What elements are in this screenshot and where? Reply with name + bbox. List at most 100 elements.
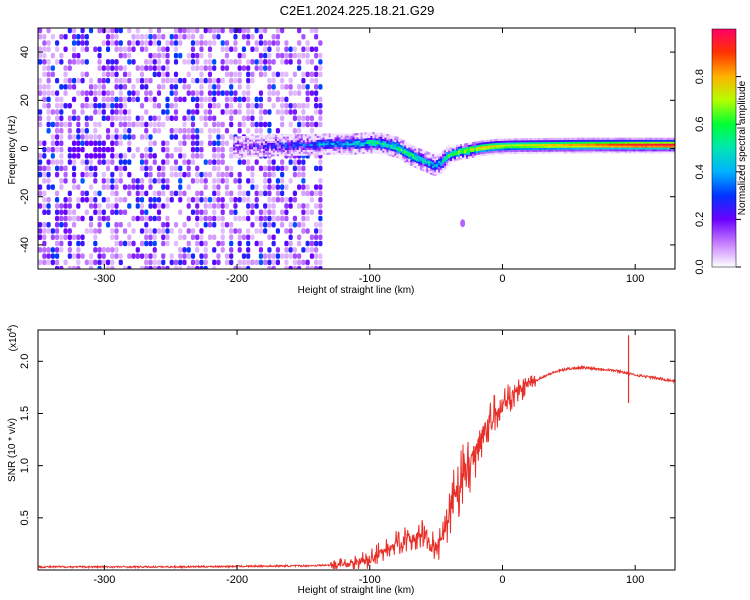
heatmap-cell bbox=[479, 146, 483, 149]
heatmap-cell bbox=[88, 140, 94, 147]
heatmap-cell bbox=[38, 52, 43, 59]
heatmap-cell bbox=[404, 160, 407, 163]
heatmap-cell bbox=[667, 137, 670, 140]
heatmap-cell bbox=[436, 167, 439, 170]
heatmap-cell bbox=[342, 146, 345, 150]
heatmap-cell bbox=[114, 228, 119, 234]
heatmap-cell bbox=[254, 259, 259, 266]
heatmap-cell bbox=[358, 142, 361, 145]
heatmap-cell bbox=[203, 77, 208, 84]
heatmap-cell bbox=[471, 141, 475, 145]
heatmap-cell bbox=[366, 137, 369, 141]
heatmap-cell bbox=[340, 144, 343, 148]
heatmap-cell bbox=[161, 222, 166, 228]
heatmap-cell bbox=[246, 228, 251, 234]
heatmap-cell bbox=[309, 46, 314, 53]
heatmap-cell bbox=[288, 247, 293, 253]
heatmap-cell bbox=[97, 140, 102, 147]
heatmap-cell bbox=[434, 173, 437, 177]
heatmap-cell bbox=[368, 151, 371, 154]
heatmap-cell bbox=[42, 196, 47, 203]
heatmap-cell bbox=[463, 151, 467, 154]
heatmap-cell bbox=[485, 149, 489, 152]
heatmap-cell bbox=[607, 137, 610, 140]
heatmap-cell bbox=[318, 215, 323, 222]
heatmap-cell bbox=[258, 152, 262, 155]
heatmap-cell bbox=[462, 153, 465, 156]
heatmap-cell bbox=[207, 46, 213, 53]
heatmap-cell bbox=[203, 265, 208, 269]
heatmap-cell bbox=[50, 228, 55, 234]
heatmap-cell bbox=[503, 144, 507, 147]
heatmap-cell bbox=[589, 139, 592, 142]
heatmap-cell bbox=[465, 156, 469, 159]
heatmap-cell bbox=[458, 146, 461, 149]
heatmap-cell bbox=[567, 139, 570, 142]
heatmap-cell bbox=[493, 148, 497, 151]
heatmap-cell bbox=[67, 115, 72, 121]
heatmap-cell bbox=[268, 140, 272, 144]
heatmap-cell bbox=[462, 143, 465, 147]
heatmap-cell bbox=[579, 145, 582, 148]
heatmap-cell bbox=[46, 77, 51, 84]
heatmap-cell bbox=[301, 209, 306, 215]
heatmap-cell bbox=[320, 137, 324, 140]
heatmap-cell bbox=[63, 77, 68, 84]
heatmap-cell bbox=[539, 149, 543, 152]
heatmap-cell bbox=[593, 145, 596, 148]
heatmap-cell bbox=[481, 149, 485, 153]
heatmap-cell bbox=[362, 151, 365, 154]
heatmap-cell bbox=[386, 135, 389, 139]
heatmap-cell bbox=[324, 135, 328, 138]
heatmap-cell bbox=[629, 151, 632, 154]
figure-title: C2E1.2024.225.18.21.G29 bbox=[280, 3, 435, 18]
heatmap-cell bbox=[127, 59, 132, 65]
heatmap-cell bbox=[71, 146, 77, 153]
heatmap-cell bbox=[288, 149, 292, 152]
heatmap-cell bbox=[263, 184, 268, 190]
heatmap-cell bbox=[286, 136, 290, 139]
heatmap-cell bbox=[118, 259, 123, 266]
heatmap-cell bbox=[314, 253, 319, 259]
heatmap-cell bbox=[499, 140, 503, 143]
heatmap-cell bbox=[647, 143, 650, 146]
heatmap-cell bbox=[59, 134, 64, 140]
heatmap-cell bbox=[241, 234, 247, 241]
heatmap-cell bbox=[284, 59, 289, 65]
heatmap-cell bbox=[272, 142, 276, 145]
heatmap-cell bbox=[54, 234, 60, 241]
heatmap-cell bbox=[46, 46, 51, 53]
heatmap-cell bbox=[165, 222, 170, 228]
heatmap-cell bbox=[314, 143, 318, 146]
heatmap-cell bbox=[139, 240, 145, 247]
heatmap-cell bbox=[144, 59, 149, 65]
heatmap-cell bbox=[358, 134, 361, 137]
heatmap-cell bbox=[144, 215, 149, 222]
heatmap-cell bbox=[645, 147, 648, 150]
heatmap-cell bbox=[653, 151, 656, 154]
heatmap-cell bbox=[426, 168, 429, 172]
heatmap-cell bbox=[324, 146, 328, 150]
heatmap-cell bbox=[268, 144, 272, 147]
heatmap-cell bbox=[360, 151, 363, 155]
heatmap-cell bbox=[595, 143, 598, 146]
heatmap-cell bbox=[288, 109, 293, 115]
heatmap-cell bbox=[396, 146, 399, 149]
heatmap-cell bbox=[416, 161, 419, 164]
heatmap-cell bbox=[54, 46, 60, 53]
heatmap-cell bbox=[148, 65, 153, 71]
heatmap-cell bbox=[386, 133, 389, 137]
heatmap-cell bbox=[647, 139, 650, 142]
heatmap-cell bbox=[203, 178, 208, 184]
heatmap-cell bbox=[84, 71, 89, 78]
heatmap-cell bbox=[422, 157, 425, 160]
heatmap-cell bbox=[271, 171, 276, 178]
heatmap-cell bbox=[280, 134, 284, 137]
heatmap-cell bbox=[549, 145, 552, 148]
heatmap-cell bbox=[511, 142, 515, 145]
heatmap-cell bbox=[505, 140, 509, 143]
heatmap-cell bbox=[599, 145, 602, 148]
heatmap-cell bbox=[270, 144, 274, 147]
heatmap-cell bbox=[42, 222, 47, 228]
heatmap-cell bbox=[260, 148, 264, 151]
